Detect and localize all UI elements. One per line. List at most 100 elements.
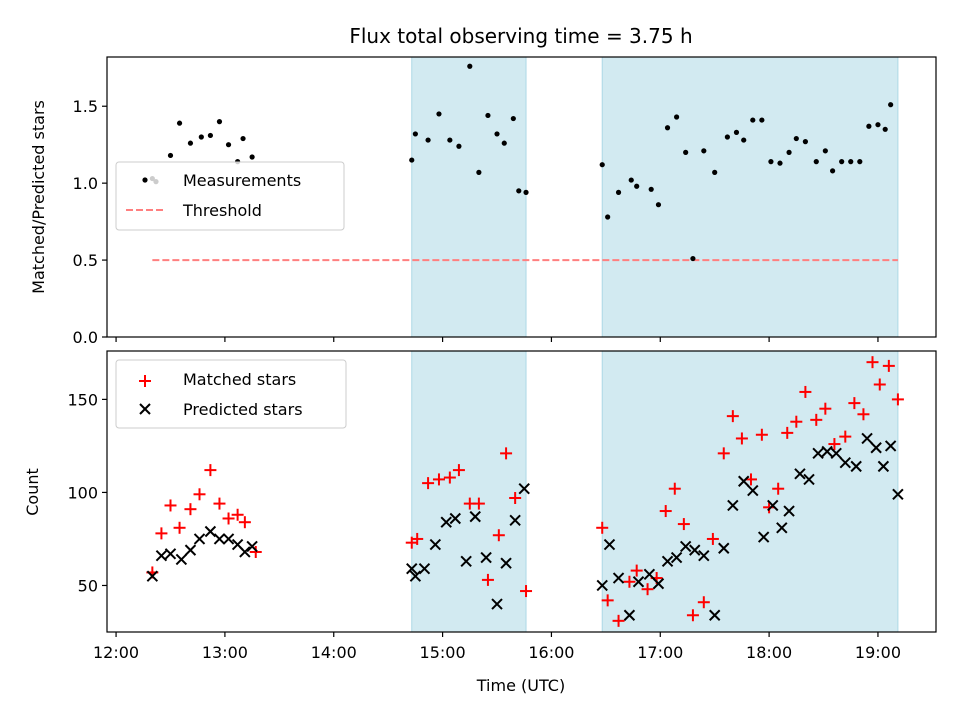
matched-stars-point: [630, 564, 643, 577]
predicted-stars-point: [757, 531, 770, 543]
predicted-stars-point: [603, 538, 616, 551]
y-tick-label: 0.0: [73, 328, 98, 347]
measurements-point: [759, 117, 765, 123]
matched-stars-point: [882, 359, 895, 372]
measurements-point: [733, 129, 740, 135]
predicted-stars-point: [239, 546, 251, 558]
predicted-stars-point: [767, 499, 779, 512]
y-tick-label: 50: [78, 576, 98, 595]
matched-stars-point: [891, 393, 904, 406]
y-tick-label: 1.0: [73, 174, 98, 193]
predicted-stars-point: [193, 533, 206, 545]
matched-stars-point: [668, 482, 681, 495]
bottom-x-ticks: 12:00 13:00 14:00 15:00 16:00 17:00 18:00 19:00: [93, 632, 901, 662]
measurements-point: [476, 169, 482, 175]
matched-stars-point: [164, 499, 177, 512]
measurements-point: [648, 186, 654, 192]
matched-stars-point: [500, 447, 513, 460]
top-y-axis-label: Matched/Predicted stars: [29, 100, 48, 294]
shaded-interval-1: [411, 56, 527, 338]
predicted-stars-point: [518, 483, 530, 495]
predicted-stars-point: [643, 568, 656, 581]
matched-stars-point: [686, 609, 699, 622]
predicted-stars-point: [222, 533, 235, 545]
matched-stars-point: [411, 532, 424, 545]
y-tick-label: 0.5: [73, 251, 98, 270]
matched-stars-point: [819, 402, 832, 415]
legend-matched-label: Matched stars: [183, 370, 296, 389]
top-legend: Measurements Threshold: [115, 161, 345, 231]
measurements-point: [777, 160, 783, 166]
matched-stars-point: [799, 385, 812, 398]
measurements-point: [882, 126, 888, 132]
x-tick-label: 18:00: [746, 643, 792, 662]
predicted-stars-point: [449, 512, 461, 525]
predicted-stars-point: [652, 577, 665, 590]
predicted-stars-point: [460, 555, 472, 567]
measurements-point: [436, 111, 442, 117]
predicted-stars-point: [861, 432, 873, 445]
predicted-stars-point: [213, 533, 226, 545]
chart-title: Flux total observing time = 3.75 h: [349, 24, 692, 48]
measurements-point: [724, 134, 730, 140]
matched-stars-point: [238, 516, 251, 529]
measurements-point: [888, 102, 894, 108]
x-tick-label: 13:00: [202, 643, 248, 662]
predicted-stars-point: [812, 447, 824, 460]
matched-stars-point: [222, 512, 235, 525]
predicted-stars-point: [870, 442, 882, 454]
measurements-point: [510, 115, 516, 122]
matched-stars-point: [763, 501, 776, 514]
measurements-point: [249, 154, 255, 160]
predicted-stars-point: [708, 609, 721, 621]
top-y-ticks: 0.0 0.5 1.0 1.5: [73, 97, 107, 347]
predicted-stars-point: [783, 505, 795, 517]
measurements-point: [240, 135, 246, 142]
measurements-point: [216, 119, 223, 125]
matched-stars-point: [726, 410, 739, 423]
predicted-stars-point: [164, 548, 177, 560]
bottom-legend-box: [115, 359, 347, 429]
matched-stars-point: [422, 477, 435, 490]
measurements-point: [628, 177, 634, 183]
x-tick-label: 12:00: [93, 643, 139, 662]
measurements-point: [750, 117, 756, 123]
measurements-point: [741, 137, 747, 143]
matched-stars-point: [432, 473, 445, 486]
matched-stars-point: [596, 521, 609, 534]
measurements-point: [615, 189, 622, 195]
bottom-axes-frame: [106, 350, 937, 633]
predicted-stars-point: [480, 551, 492, 564]
predicted-stars-point: [632, 576, 645, 588]
matched-stars-point: [443, 471, 456, 484]
predicted-stars-point: [679, 540, 692, 553]
measurements-point: [409, 157, 415, 163]
predicted-stars-point: [469, 510, 481, 523]
measurements-point: [501, 140, 507, 146]
legend-measurements-marker: [142, 177, 148, 183]
matched-stars-point: [781, 426, 794, 439]
matched-stars-point: [193, 488, 206, 501]
predicted-stars-point: [794, 468, 806, 480]
predicted-stars-point: [596, 579, 608, 592]
measurements-point: [786, 149, 792, 155]
measurements-point: [802, 139, 808, 145]
measurements-point: [176, 120, 183, 126]
predicted-stars-point: [418, 563, 431, 575]
matched-stars-point: [173, 521, 186, 534]
matched-stars-point: [839, 430, 852, 443]
predicted-stars-point: [839, 456, 852, 469]
matched-stars-point: [249, 545, 262, 558]
predicted-stars-point: [155, 549, 168, 562]
matched-stars-point: [873, 378, 886, 391]
predicted-stars-point: [884, 440, 897, 452]
measurements-point: [456, 143, 462, 149]
shaded-interval-2: [601, 56, 899, 338]
matched-stars-point: [706, 532, 719, 545]
predicted-stars-point: [661, 555, 674, 567]
x-tick-label: 14:00: [311, 643, 357, 662]
top-x-ticks: [115, 337, 879, 342]
matched-stars-point: [204, 464, 217, 477]
x-tick-label: 15:00: [420, 643, 466, 662]
